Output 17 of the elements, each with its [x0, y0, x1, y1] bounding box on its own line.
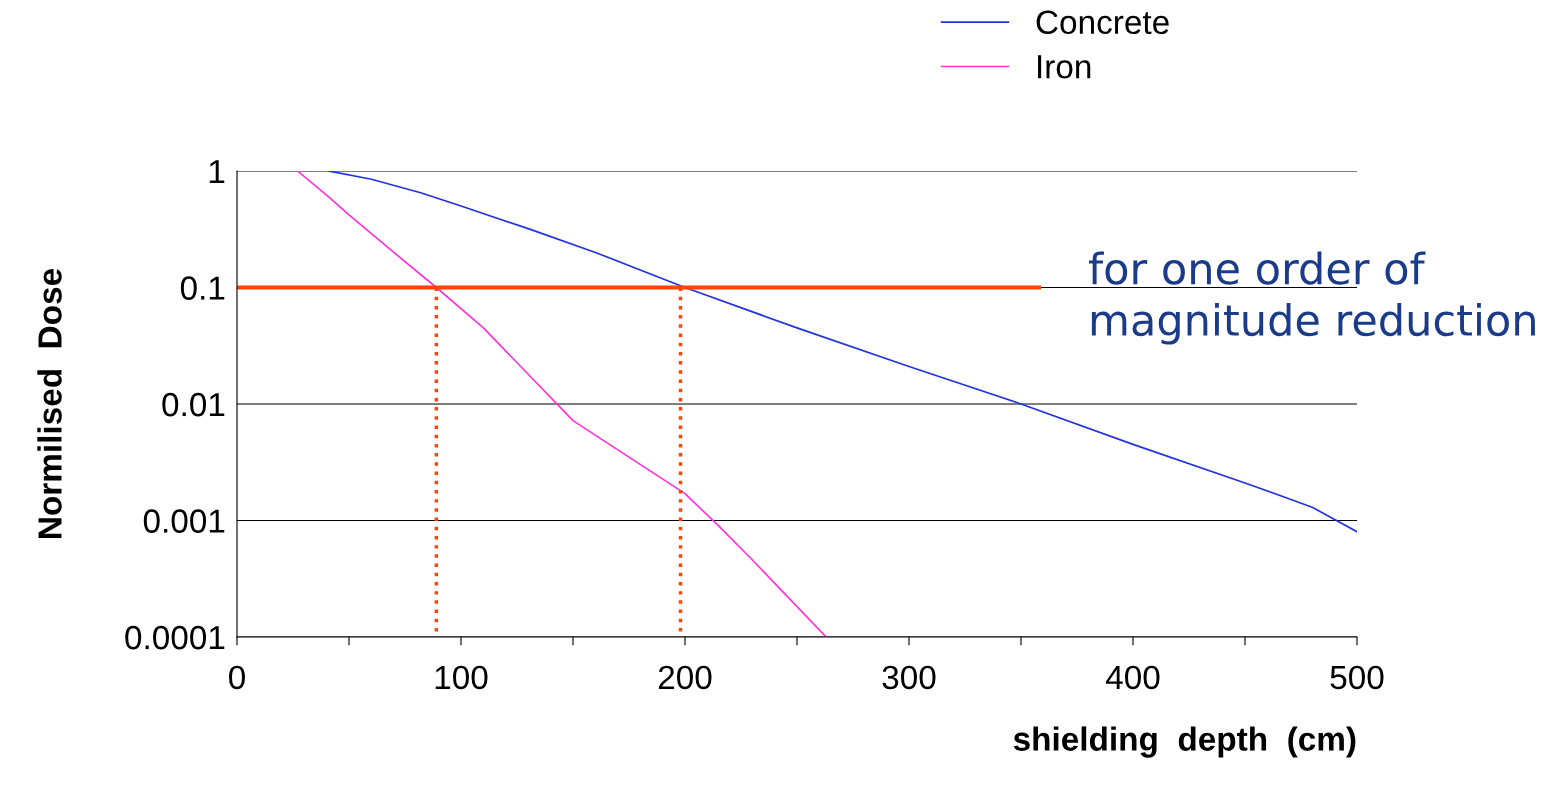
legend-label: Iron	[1038, 55, 1091, 79]
x-tick-label: 400	[1105, 665, 1160, 690]
x-axis-title: shielding depth (cm)	[1013, 726, 1356, 758]
y-tick-label: 0.001	[143, 509, 225, 533]
x-tick-label: 300	[882, 665, 936, 690]
x-tick-label: 0	[229, 665, 245, 690]
y-tick-label: 1	[209, 160, 225, 184]
y-tick-label: 0.01	[162, 392, 225, 417]
y-axis-title: Normilised Dose	[37, 268, 62, 538]
annotation: for one order of magnitude reduction	[1088, 251, 1535, 345]
y-tick-label: 0.0001	[125, 625, 225, 650]
y-tick-label: 0.1	[180, 276, 225, 300]
legend-label: Concrete	[1036, 10, 1169, 35]
x-tick-label: 200	[658, 665, 712, 690]
line-series	[296, 171, 827, 637]
x-tick-label: 500	[1330, 665, 1384, 690]
x-tick-label: 100	[435, 665, 488, 690]
